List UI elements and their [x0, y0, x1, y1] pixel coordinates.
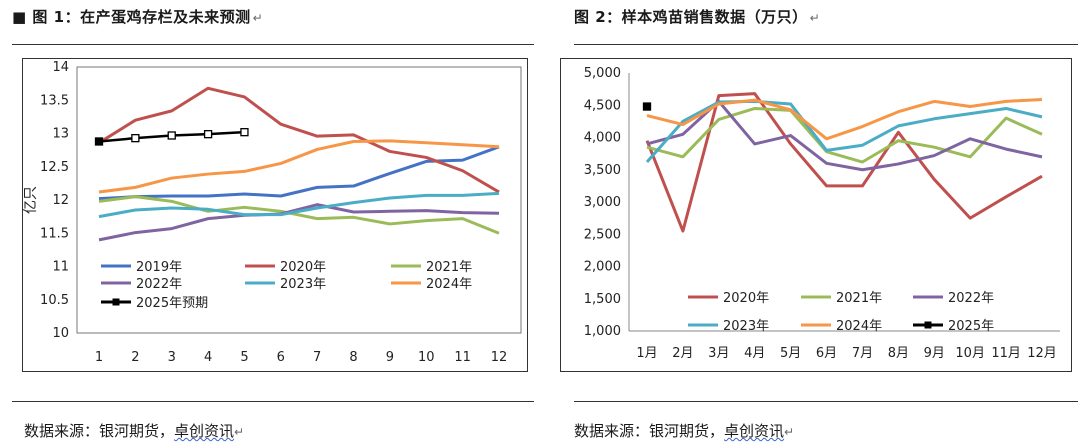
x-tick-label: 5 — [240, 350, 248, 365]
x-tick-label: 8月 — [888, 346, 909, 361]
x-tick-label: 8 — [349, 350, 357, 365]
x-tick-label: 3 — [168, 350, 176, 365]
chart-2-svg: 1,000 1,500 2,000 2,500 3,000 3,500 4,000 4,500… — [584, 66, 1060, 361]
y-tick-label: 1,000 — [584, 324, 621, 339]
y-tick-label: 13 — [52, 127, 69, 142]
legend-label: 2021年 — [426, 260, 472, 275]
y-tick-label: 11 — [52, 260, 69, 275]
paragraph-mark: ↵ — [784, 425, 795, 439]
series-line — [646, 106, 1043, 164]
legend-label: 2022年 — [948, 291, 994, 306]
legend-label: 2024年 — [426, 277, 472, 292]
source-prefix: 数据来源：银河期货， — [574, 422, 725, 440]
bottom-rule-right — [574, 401, 1078, 402]
series-line — [98, 86, 500, 194]
data-point-marker — [167, 131, 176, 140]
figure-2-caption: 图 2：样本鸡苗销售数据（万只） ↵ — [574, 6, 820, 27]
y-tick-label: 14 — [52, 60, 69, 75]
y-tick-label: 5,000 — [584, 66, 621, 81]
y-tick-label: 3,000 — [584, 195, 621, 210]
legend-marker — [112, 298, 120, 306]
x-tick-label: 10 — [418, 350, 435, 365]
legend-label: 2025年 — [948, 319, 994, 334]
x-tick-label: 1 — [95, 350, 103, 365]
x-tick-label: 4月 — [744, 346, 765, 361]
y-tick-label: 10 — [52, 326, 69, 341]
right-source-note: 数据来源：银河期货，卓创资讯↵ — [574, 420, 794, 441]
figure-2-title: 图 2：样本鸡苗销售数据（万只） — [574, 8, 808, 26]
figure-1-title: 图 1：在产蛋鸡存栏及未来预测 — [32, 8, 251, 26]
x-tick-label: 7 — [313, 350, 321, 365]
source-org: 卓创资讯 — [174, 422, 235, 440]
legend-label: 2020年 — [280, 260, 326, 275]
x-tick-label: 2 — [131, 350, 139, 365]
y-tick-label: 2,500 — [584, 227, 621, 242]
y-tick-label: 12.5 — [40, 160, 69, 175]
left-source-note: 数据来源：银河期货，卓创资讯↵ — [24, 420, 244, 441]
x-tick-label: 7月 — [852, 346, 873, 361]
source-prefix: 数据来源：银河期货， — [24, 422, 175, 440]
x-tick-label: 4 — [204, 350, 212, 365]
series-line — [646, 97, 1043, 141]
x-tick-label: 11月 — [991, 346, 1021, 361]
x-tick-label: 10月 — [955, 346, 985, 361]
data-point-marker — [131, 134, 140, 143]
x-tick-label: 9月 — [924, 346, 945, 361]
paragraph-mark: ↵ — [252, 11, 264, 25]
x-tick-label: 12月 — [1027, 346, 1057, 361]
top-rule-right — [574, 44, 1078, 45]
y-tick-label: 13.5 — [40, 93, 69, 108]
y-tick-label: 4,000 — [584, 131, 621, 146]
y-tick-label: 1,500 — [584, 292, 621, 307]
legend-label: 2023年 — [723, 319, 769, 334]
figure-1-caption: ■ 图 1：在产蛋鸡存栏及未来预测 ↵ — [12, 6, 263, 27]
data-point-marker — [642, 102, 652, 111]
source-org: 卓创资讯 — [724, 422, 785, 440]
y-tick-label: 11.5 — [40, 226, 69, 241]
y-tick-label: 10.5 — [40, 293, 69, 308]
legend-label: 2022年 — [136, 277, 182, 292]
x-tick-label: 6月 — [816, 346, 837, 361]
x-tick-label: 1月 — [636, 346, 657, 361]
series-line — [98, 145, 500, 201]
series-line — [645, 99, 1043, 164]
plot-area — [76, 66, 522, 334]
data-point-marker — [94, 137, 104, 146]
x-tick-label: 9 — [386, 350, 394, 365]
x-tick-label: 3月 — [708, 346, 729, 361]
series-line — [645, 92, 1043, 233]
x-tick-label: 6 — [277, 350, 285, 365]
y-axis-label: 亿只 — [23, 186, 39, 214]
series-line — [98, 203, 500, 242]
paragraph-mark: ↵ — [809, 11, 821, 25]
y-tick-label: 12 — [52, 193, 69, 208]
x-tick-label: 2月 — [672, 346, 693, 361]
legend-label: 2023年 — [280, 277, 326, 292]
x-tick-label: 11 — [454, 350, 471, 365]
data-point-marker — [240, 128, 249, 137]
chart-2-frame: 1,000 1,500 2,000 2,500 3,000 3,500 4,000 4,500… — [560, 58, 1072, 372]
legend-label: 2020年 — [723, 291, 769, 306]
series-line — [98, 139, 500, 194]
legend-label: 2025年预期 — [136, 296, 208, 311]
y-tick-label: 4,500 — [584, 98, 621, 113]
legend-label: 2024年 — [836, 319, 882, 334]
y-tick-label: 3,500 — [584, 163, 621, 178]
legend-label: 2021年 — [836, 291, 882, 306]
legend-label: 2019年 — [136, 260, 182, 275]
x-tick-label: 12 — [491, 350, 508, 365]
y-tick-label: 2,000 — [584, 260, 621, 275]
series-line — [98, 195, 500, 235]
paragraph-mark: ↵ — [234, 425, 245, 439]
series-line — [98, 191, 500, 219]
caption-bullet: ■ — [12, 8, 27, 26]
data-point-marker — [203, 130, 213, 139]
bottom-rule-left — [12, 401, 534, 402]
chart-1-frame: 10 10.5 11 11.5 12 12.5 13 13.5 14 1 2 3 4 5 6 7 8 9 10 11 1… — [22, 58, 528, 372]
top-rule-left — [12, 44, 534, 45]
x-tick-label: 5月 — [780, 346, 801, 361]
legend-marker — [924, 321, 932, 329]
